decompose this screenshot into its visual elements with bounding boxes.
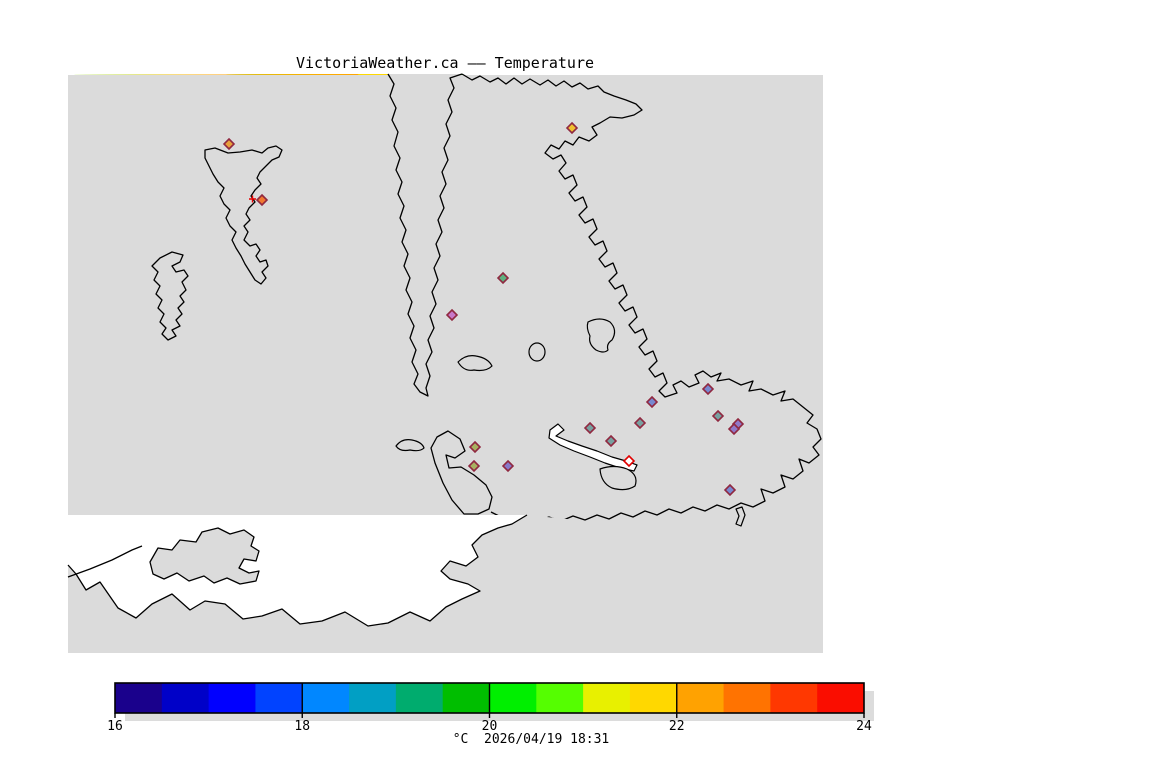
saanich-inlet-coastline: [387, 73, 463, 397]
harbour-cove: [599, 465, 637, 491]
station-diamond-marker: [622, 454, 636, 468]
station-diamond-marker: [222, 137, 236, 151]
colorbar-segment: [629, 683, 678, 713]
station-diamond-marker: [604, 434, 618, 448]
colorbar-segment: [723, 683, 771, 713]
station-diamond-marker: [711, 409, 725, 423]
small-islet: [735, 506, 746, 527]
esquimalt-harbour-water: [430, 430, 493, 515]
station-diamond-marker: [633, 416, 647, 430]
station-diamond-marker: [565, 121, 579, 135]
colorbar-segment: [442, 683, 490, 713]
station-diamond-marker: [445, 308, 459, 322]
station-diamond-marker: [645, 395, 659, 409]
colorbar-segment: [161, 683, 210, 713]
olympic-land: [68, 515, 823, 653]
lake-small-outline: [528, 342, 546, 362]
colorbar-segment: [536, 683, 584, 713]
lake-langford-outline: [395, 439, 425, 452]
page-title: VictoriaWeather.ca —— Temperature: [295, 54, 595, 72]
colorbar-segment: [349, 683, 397, 713]
lagoon-outline: [457, 355, 493, 372]
colorbar-segment: [302, 683, 350, 713]
station-diamond-marker: [496, 271, 510, 285]
colorbar-tick-label: 24: [856, 719, 872, 734]
lake-elk-outline: [586, 318, 616, 353]
colorbar-tick-label: 16: [107, 719, 123, 734]
colorbar-caption: °C 2026/04/19 18:31: [452, 732, 610, 747]
colorbar-tick-label: 22: [668, 719, 685, 734]
station-diamond-marker: [701, 382, 715, 396]
colorbar-segment: [208, 683, 256, 713]
colorbar-segment: [676, 683, 725, 713]
station-diamond-marker: [727, 422, 741, 436]
colorbar-segment: [770, 683, 818, 713]
spit-coastline: [67, 545, 143, 578]
colorbar-border: [114, 682, 865, 714]
colorbar-segment: [489, 683, 537, 713]
station-diamond-marker: [467, 459, 481, 473]
colorbar: [114, 682, 874, 721]
station-diamond-marker: [583, 421, 597, 435]
colorbar-segment: [817, 683, 865, 713]
colorbar-tick-label: 18: [294, 719, 311, 734]
colorbar-segment: [583, 683, 631, 713]
station-diamond-marker: [468, 440, 482, 454]
station-markers: [222, 121, 745, 497]
second-island-outline: [151, 251, 189, 341]
red-cross-marker: [249, 195, 256, 203]
olympic-coastline: [67, 514, 528, 627]
colorbar-segment: [255, 683, 303, 713]
colorbar-segment: [115, 683, 163, 713]
colorbar-tick-label: 20: [481, 719, 498, 734]
station-diamond-marker: [501, 459, 515, 473]
station-diamond-marker: [255, 193, 269, 207]
colorbar-segment: [395, 683, 444, 713]
map-layers: [67, 73, 823, 653]
station-diamond-marker: [723, 483, 737, 497]
dungeness-island: [149, 527, 260, 585]
saanich-inlet-water: [388, 74, 462, 396]
peninsula-coastline: [461, 73, 822, 522]
saltspring-island-outline: [204, 145, 283, 285]
